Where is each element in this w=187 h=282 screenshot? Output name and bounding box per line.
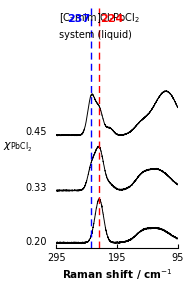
Text: 0.33: 0.33 bbox=[25, 183, 46, 193]
Text: [C$_2$mim]Cl-PbCl$_2$: [C$_2$mim]Cl-PbCl$_2$ bbox=[59, 11, 140, 25]
Text: $\chi_{\mathrm{PbCl_2}}$: $\chi_{\mathrm{PbCl_2}}$ bbox=[3, 141, 32, 154]
Text: 237: 237 bbox=[68, 14, 91, 24]
Text: system (liquid): system (liquid) bbox=[59, 30, 131, 40]
Text: 0.20: 0.20 bbox=[25, 237, 46, 247]
Text: 224: 224 bbox=[100, 14, 123, 24]
X-axis label: Raman shift / cm$^{-1}$: Raman shift / cm$^{-1}$ bbox=[62, 267, 172, 282]
Text: 0.45: 0.45 bbox=[25, 127, 46, 137]
